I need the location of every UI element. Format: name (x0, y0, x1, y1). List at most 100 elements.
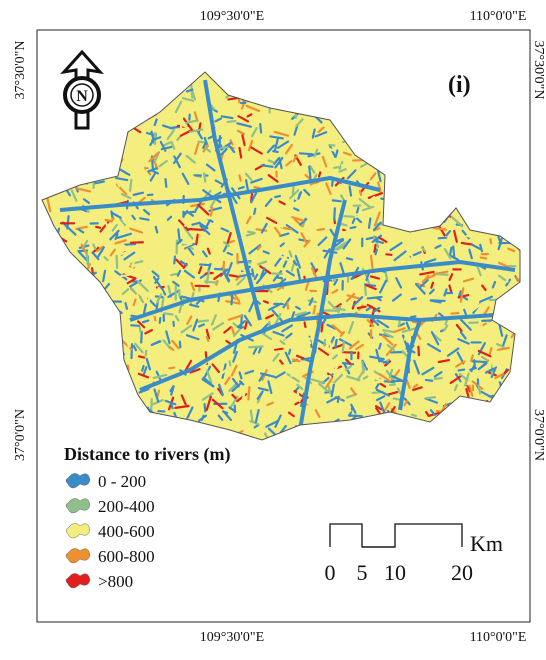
terrain-stroke (128, 336, 129, 347)
terrain-stroke (354, 213, 364, 214)
terrain-stroke (329, 386, 330, 393)
terrain-stroke (282, 365, 287, 366)
terrain-stroke (309, 167, 310, 180)
terrain-stroke (330, 343, 331, 356)
terrain-stroke (243, 404, 244, 417)
terrain-stroke (252, 269, 253, 276)
terrain-stroke (96, 227, 100, 228)
terrain-stroke (196, 320, 208, 321)
bottom-coord: 110°0'0"E (470, 630, 527, 645)
terrain-stroke (472, 361, 486, 362)
terrain-stroke (205, 404, 206, 411)
scale-unit: Km (470, 531, 503, 556)
right-coord: 37°0'0"N (531, 409, 546, 461)
terrain-stroke (439, 238, 447, 239)
terrain-stroke (360, 191, 361, 195)
terrain-stroke (160, 318, 161, 323)
terrain-stroke (231, 296, 232, 304)
terrain-stroke (318, 229, 325, 230)
terrain-stroke (305, 323, 306, 327)
terrain-stroke (125, 244, 135, 245)
terrain-stroke (289, 350, 290, 354)
legend-title: Distance to rivers (m) (64, 444, 230, 465)
legend-label: 200-400 (98, 497, 155, 516)
terrain-stroke (435, 378, 442, 379)
right-coord: 37°30'0"N (531, 41, 546, 100)
terrain-stroke (344, 216, 353, 217)
terrain-stroke (230, 361, 231, 365)
left-coord: 37°0'0"N (13, 409, 28, 461)
terrain-stroke (479, 385, 480, 393)
terrain-stroke (239, 187, 244, 189)
terrain-stroke (223, 412, 227, 413)
terrain-stroke (481, 257, 486, 258)
bottom-coord: 109°30'0"E (200, 630, 264, 645)
terrain-stroke (300, 153, 312, 154)
terrain-stroke (426, 397, 435, 398)
terrain-stroke (255, 187, 260, 188)
terrain-stroke (343, 363, 353, 364)
terrain-stroke (140, 327, 141, 331)
terrain-stroke (351, 227, 356, 228)
terrain-stroke (369, 218, 370, 227)
terrain-stroke (471, 355, 473, 360)
terrain-stroke (314, 306, 316, 313)
terrain-stroke (199, 142, 205, 143)
terrain-stroke (277, 277, 282, 278)
terrain-stroke (411, 298, 415, 299)
terrain-stroke (248, 387, 249, 399)
terrain-stroke (343, 342, 344, 352)
terrain-stroke (200, 264, 209, 265)
panel-label: (i) (448, 72, 471, 98)
terrain-stroke (412, 415, 416, 416)
terrain-stroke (379, 344, 381, 349)
terrain-stroke (259, 348, 261, 352)
terrain-stroke (130, 180, 131, 191)
terrain-stroke (368, 279, 369, 284)
terrain-stroke (338, 397, 339, 402)
terrain-stroke (141, 332, 142, 343)
terrain-stroke (275, 349, 283, 350)
terrain-stroke (166, 179, 167, 187)
terrain-stroke (264, 301, 268, 302)
terrain-stroke (459, 370, 465, 371)
terrain-stroke (146, 351, 147, 356)
terrain-stroke (131, 344, 132, 358)
terrain-stroke (376, 250, 377, 255)
terrain-stroke (376, 379, 380, 381)
terrain-stroke (151, 399, 152, 411)
terrain-stroke (202, 416, 204, 420)
terrain-stroke (462, 243, 473, 245)
terrain-stroke (450, 248, 451, 256)
terrain-stroke (467, 236, 476, 237)
terrain-stroke (121, 275, 129, 276)
terrain-stroke (426, 380, 432, 381)
top-coord: 109°30'0"E (200, 9, 264, 24)
scale-label: 5 (357, 560, 368, 585)
terrain-stroke (279, 337, 285, 338)
terrain-stroke (178, 229, 180, 242)
terrain-stroke (211, 208, 212, 216)
terrain-stroke (171, 404, 172, 409)
terrain-stroke (411, 316, 415, 317)
terrain-stroke (195, 188, 205, 189)
terrain-stroke (358, 307, 366, 308)
terrain-stroke (163, 231, 173, 232)
terrain-stroke (126, 303, 127, 309)
terrain-stroke (220, 147, 228, 148)
terrain-stroke (343, 352, 355, 353)
terrain-stroke (143, 321, 149, 323)
north-label: N (76, 88, 88, 105)
terrain-stroke (156, 227, 157, 233)
terrain-stroke (239, 175, 240, 180)
terrain-stroke (139, 356, 144, 357)
terrain-stroke (347, 258, 352, 259)
terrain-stroke (87, 253, 88, 265)
terrain-stroke (431, 283, 433, 288)
terrain-stroke (334, 167, 338, 168)
terrain-stroke (169, 368, 174, 369)
terrain-stroke (490, 348, 492, 354)
scale-label: 20 (451, 560, 473, 585)
terrain-stroke (394, 279, 395, 287)
terrain-stroke (254, 209, 255, 214)
